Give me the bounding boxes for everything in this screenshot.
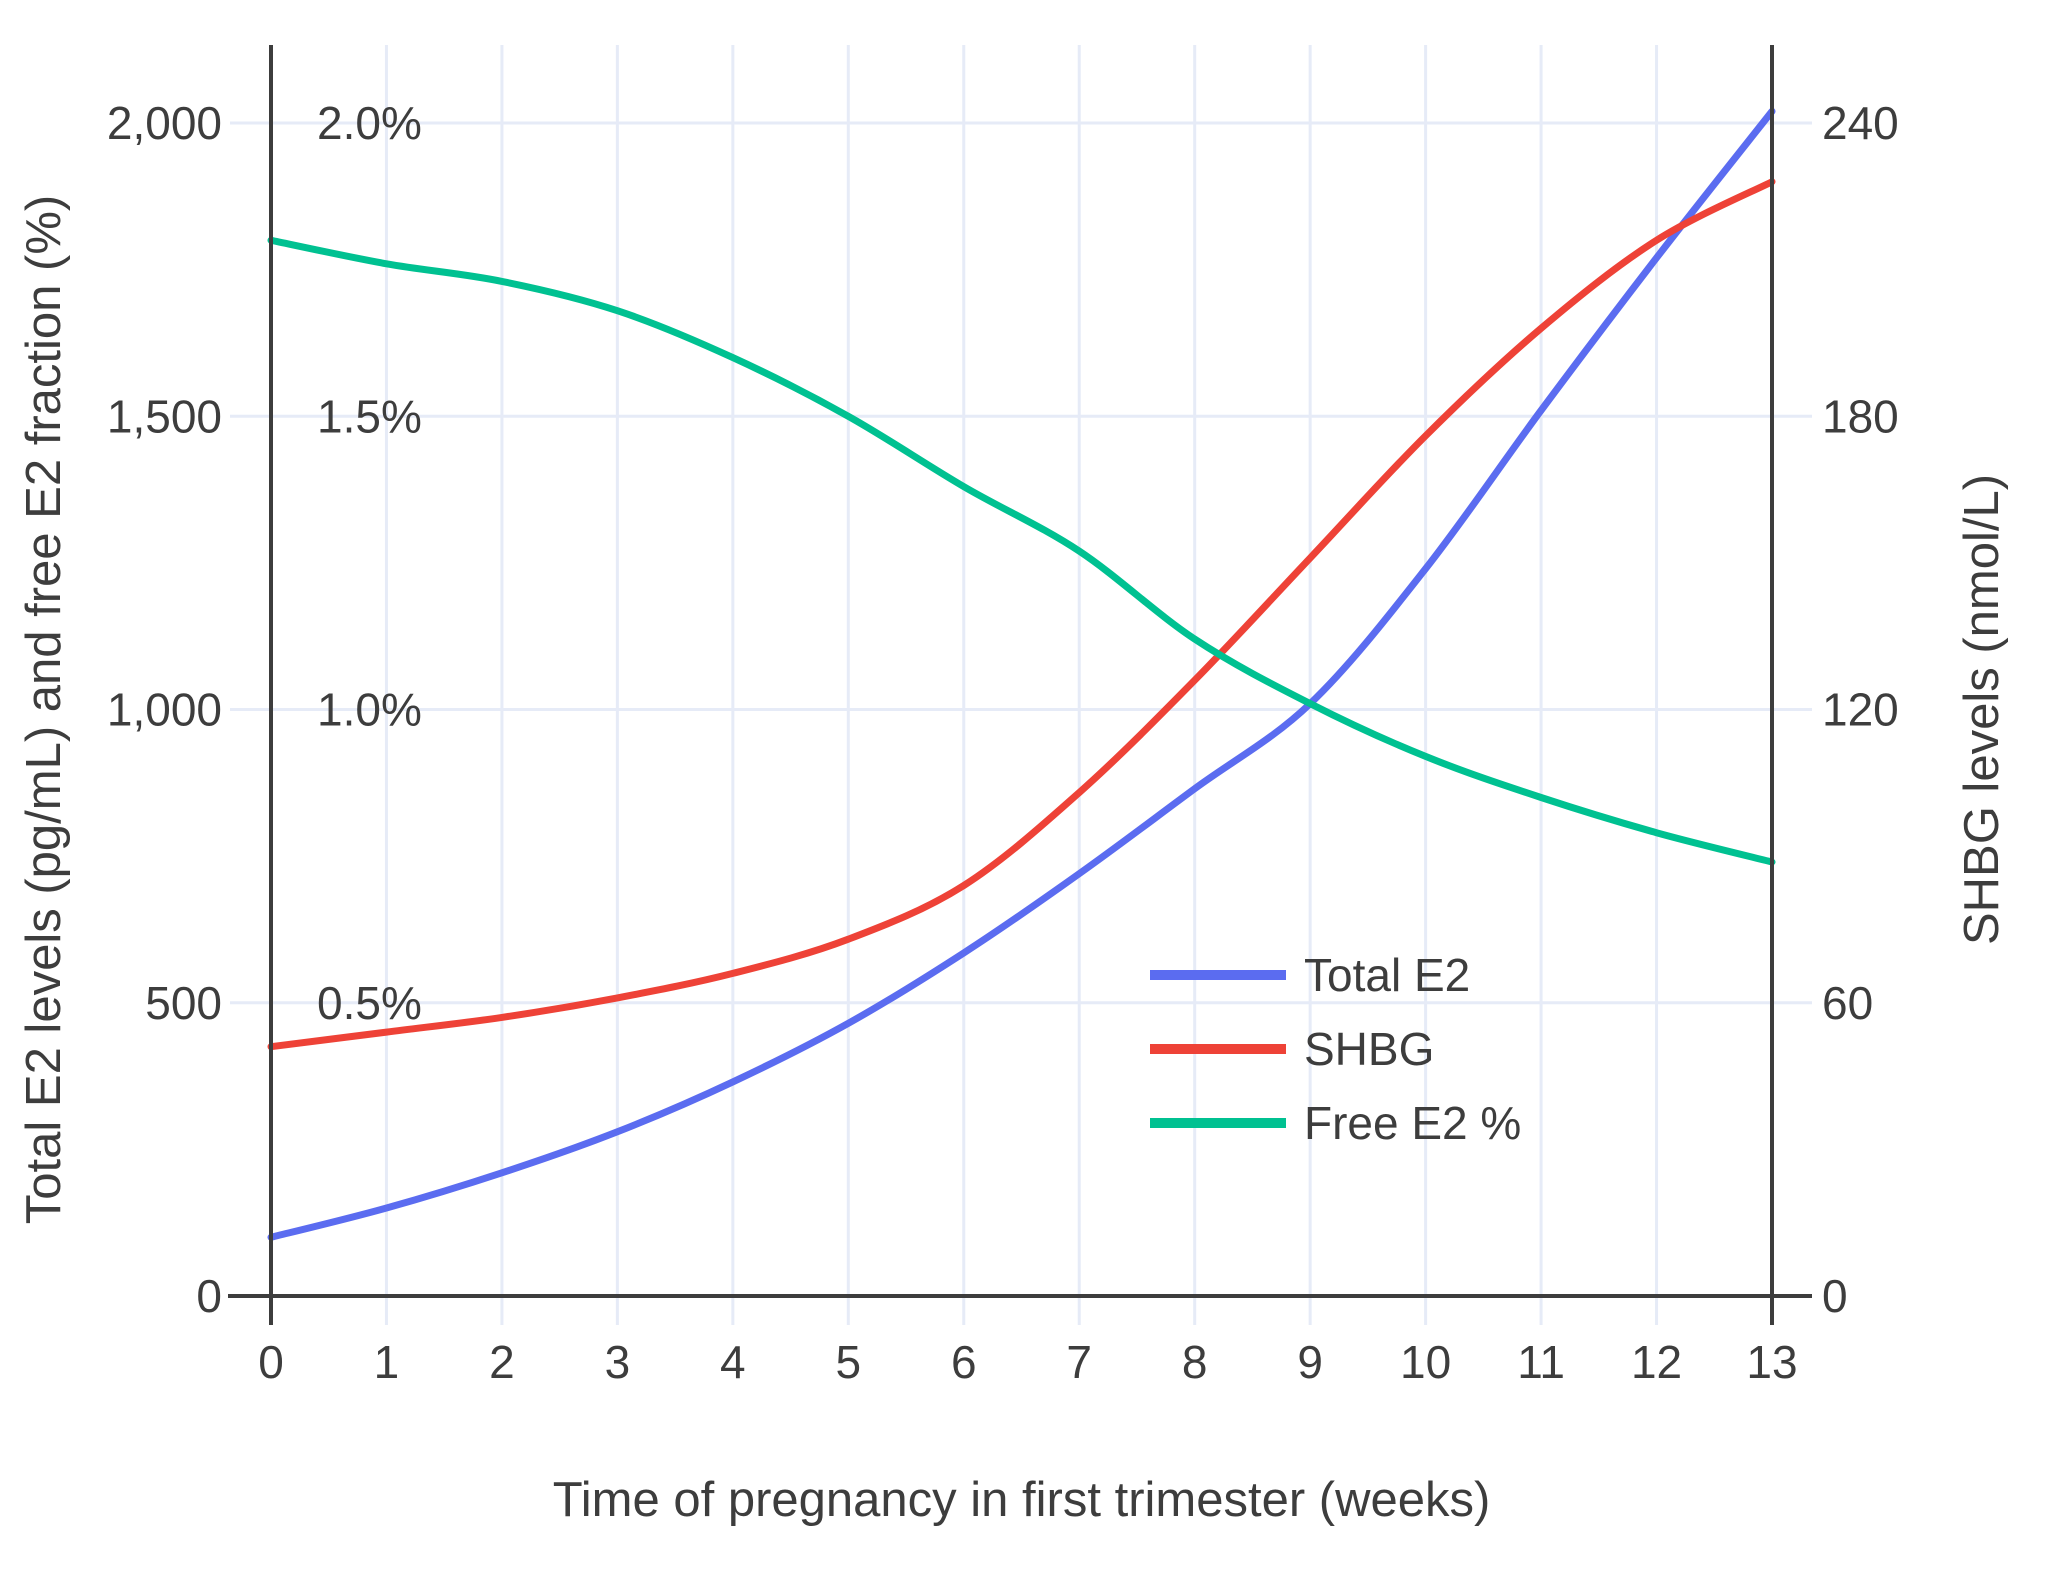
y-right-tick-label: 120	[1822, 684, 1899, 736]
x-tick-label: 0	[258, 1336, 284, 1388]
legend-item-shbg[interactable]: SHBG	[1150, 1023, 1434, 1075]
x-tick-label: 11	[1517, 1336, 1565, 1388]
legend-item-free-e2[interactable]: Free E2 %	[1150, 1097, 1521, 1149]
percent-tick-label: 1.5%	[317, 390, 422, 442]
x-tick-label: 8	[1182, 1336, 1208, 1388]
x-axis-title: Time of pregnancy in first trimester (we…	[553, 1473, 1491, 1527]
gridlines	[230, 45, 1812, 1325]
x-tick-label: 4	[720, 1336, 746, 1388]
legend-label-free-e2: Free E2 %	[1304, 1097, 1521, 1149]
percent-tick-label: 0.5%	[317, 977, 422, 1029]
percent-tick-label: 1.0%	[317, 684, 422, 736]
percent-tick-labels: 0.5% 1.0% 1.5% 2.0%	[317, 97, 422, 1029]
y-right-tick-label: 180	[1822, 390, 1899, 442]
y-left-tick-label: 500	[145, 977, 222, 1029]
y-axis-left-title: Total E2 levels (pg/mL) and free E2 frac…	[17, 195, 71, 1224]
percent-tick-label: 2.0%	[317, 97, 422, 149]
x-tick-label: 3	[605, 1336, 631, 1388]
y-right-tick-label: 60	[1822, 977, 1873, 1029]
x-tick-label: 6	[951, 1336, 977, 1388]
x-tick-label: 2	[489, 1336, 515, 1388]
legend: Total E2 SHBG Free E2 %	[1150, 949, 1521, 1149]
series-line-total-e2	[267, 107, 1776, 1241]
y-axis-right-title: SHBG levels (nmol/L)	[1955, 474, 2009, 945]
y-axis-left-tick-labels: 0 500 1,000 1,500 2,000	[107, 97, 222, 1322]
y-left-tick-label: 1,500	[107, 390, 222, 442]
legend-label-shbg: SHBG	[1304, 1023, 1434, 1075]
y-left-tick-label: 2,000	[107, 97, 222, 149]
series-line-free-e2	[267, 236, 1776, 866]
y-right-tick-label: 0	[1822, 1270, 1848, 1322]
y-left-tick-label: 0	[196, 1270, 222, 1322]
y-right-tick-label: 240	[1822, 97, 1899, 149]
x-tick-label: 12	[1631, 1336, 1682, 1388]
axes	[228, 45, 1812, 1325]
legend-label-total-e2: Total E2	[1304, 949, 1470, 1001]
x-tick-label: 1	[374, 1336, 400, 1388]
x-tick-label: 7	[1066, 1336, 1092, 1388]
y-axis-right-tick-labels: 0 60 120 180 240	[1822, 97, 1899, 1322]
x-tick-label: 9	[1297, 1336, 1323, 1388]
y-left-tick-label: 1,000	[107, 684, 222, 736]
x-tick-label: 5	[836, 1336, 862, 1388]
legend-item-total-e2[interactable]: Total E2	[1150, 949, 1470, 1001]
x-axis-tick-labels: 0 1 2 3 4 5 6 7 8 9 10 11 12 13	[258, 1336, 1797, 1388]
series-line-shbg	[267, 178, 1776, 1051]
series-lines	[267, 107, 1776, 1241]
x-tick-label: 13	[1746, 1336, 1797, 1388]
x-tick-label: 10	[1400, 1336, 1451, 1388]
